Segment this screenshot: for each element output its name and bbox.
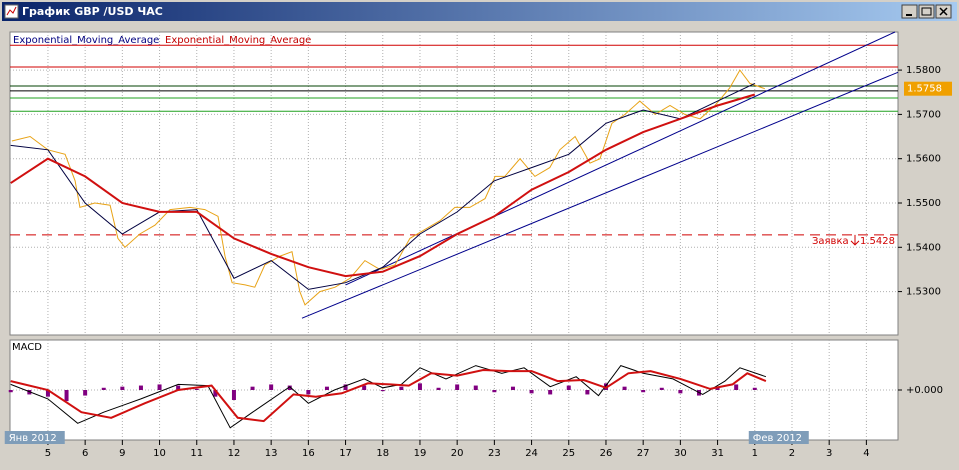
histogram-bar <box>287 385 292 390</box>
histogram-bar <box>659 387 664 390</box>
y-tick-label: 1.5600 <box>906 154 941 165</box>
x-tick-label: 3 <box>826 448 832 459</box>
x-tick-label: 19 <box>414 448 427 459</box>
histogram-bar <box>306 390 311 395</box>
histogram-bar <box>678 390 683 394</box>
trend-line <box>301 71 899 319</box>
histogram-bar <box>157 384 162 390</box>
histogram-bar <box>529 390 534 394</box>
series-line <box>10 93 756 278</box>
series-line <box>10 82 756 290</box>
y-tick-label: +0.000 <box>906 385 943 396</box>
max-icon <box>921 7 932 16</box>
close-icon <box>939 7 948 16</box>
histogram-bar <box>492 390 497 393</box>
histogram-bar <box>231 390 236 400</box>
x-tick-label: 17 <box>339 448 352 459</box>
y-tick-label: 1.5700 <box>906 109 941 120</box>
order-price: 1.5428 <box>860 236 895 247</box>
histogram-bar <box>250 386 255 390</box>
histogram-bar <box>417 383 422 390</box>
window-icon-line <box>6 6 17 16</box>
window-buttons[interactable] <box>901 4 952 19</box>
x-tick-label: 23 <box>488 448 501 459</box>
histogram-bar <box>213 390 218 397</box>
x-tick-label: 20 <box>451 448 464 459</box>
month-label: Янв 2012 <box>9 433 57 444</box>
x-tick-label: 2 <box>789 448 795 459</box>
y-tick-label: 1.5300 <box>906 287 941 298</box>
histogram-bar <box>120 386 125 390</box>
histogram-bar <box>473 385 478 390</box>
legend-entry: Exponential_Moving_Average <box>165 35 311 46</box>
series-line <box>10 368 767 423</box>
histogram-bar <box>734 384 739 390</box>
histogram-bar <box>510 386 515 390</box>
histogram-bar <box>548 390 553 395</box>
x-tick-label: 16 <box>302 448 315 459</box>
histogram-bar <box>176 385 181 390</box>
x-tick-label: 26 <box>600 448 613 459</box>
month-box <box>4 431 65 444</box>
x-tick-label: 30 <box>674 448 687 459</box>
y-tick-label: 1.5800 <box>906 65 941 76</box>
trend-line <box>345 31 896 286</box>
histogram-bar <box>27 390 32 395</box>
order-arrow <box>850 234 860 246</box>
x-tick-label: 6 <box>82 448 88 459</box>
min-button[interactable] <box>901 4 918 19</box>
histogram-bar <box>566 385 571 390</box>
x-tick-label: 9 <box>119 448 125 459</box>
histogram-bar <box>343 384 348 390</box>
x-tick-label: 12 <box>228 448 241 459</box>
histogram-bar <box>380 390 385 392</box>
x-tick-label: 27 <box>637 448 650 459</box>
series-line <box>11 69 765 306</box>
histogram-bar <box>194 388 199 390</box>
histogram-bar <box>622 386 627 390</box>
x-tick-label: 24 <box>525 448 538 459</box>
histogram-bar <box>269 384 274 390</box>
x-tick-label: 31 <box>711 448 724 459</box>
histogram-bar <box>362 385 367 390</box>
histogram-bar <box>436 387 441 390</box>
x-tick-label: 13 <box>265 448 278 459</box>
legend-entry: Exponential_Moving_Average <box>13 35 159 46</box>
x-tick-label: 10 <box>153 448 166 459</box>
window-title: График GBP /USD ЧАС <box>22 5 163 18</box>
histogram-bar <box>324 386 329 390</box>
x-tick-label: 18 <box>376 448 389 459</box>
max-button[interactable] <box>918 4 935 19</box>
histogram-bar <box>64 390 69 402</box>
histogram-bar <box>585 390 590 395</box>
y-tick-label: 1.5400 <box>906 242 941 253</box>
last-price: 1.5758 <box>907 84 942 95</box>
x-tick-label: 4 <box>863 448 869 459</box>
histogram-bar <box>752 387 757 390</box>
histogram-bar <box>101 387 106 390</box>
histogram-bar <box>641 390 646 393</box>
histogram-bar <box>8 390 13 393</box>
histogram-bar <box>83 390 88 396</box>
month-label: Фев 2012 <box>753 433 802 444</box>
month-box <box>748 431 809 444</box>
x-tick-label: 1 <box>752 448 758 459</box>
last-price-box <box>904 81 952 96</box>
price-panel <box>9 31 899 336</box>
order-label: Заявка <box>812 236 849 247</box>
histogram-bar <box>399 386 404 390</box>
histogram-bar <box>45 390 50 397</box>
y-tick-label: 1.5500 <box>906 198 941 209</box>
histogram-bar <box>138 385 143 390</box>
x-tick-label: 5 <box>45 448 51 459</box>
x-tick-label: 11 <box>190 448 203 459</box>
series-line <box>10 365 767 429</box>
title-bar <box>2 2 957 21</box>
histogram-bar <box>455 384 460 390</box>
x-tick-label: 25 <box>562 448 575 459</box>
macd-title: MACD <box>12 342 42 353</box>
